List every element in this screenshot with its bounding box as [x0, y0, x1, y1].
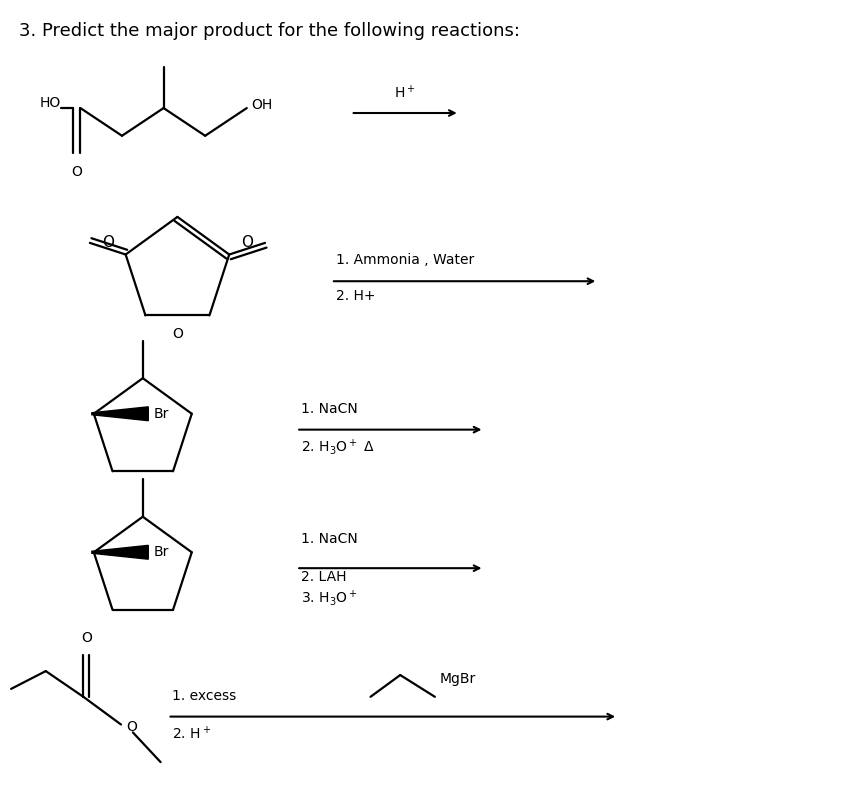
Text: O: O — [172, 328, 182, 341]
Text: 2. H+: 2. H+ — [335, 289, 375, 303]
Text: Br: Br — [153, 546, 169, 559]
Text: 1. Ammonia , Water: 1. Ammonia , Water — [335, 254, 473, 267]
Text: 2. H$_3$O$^+$ Δ: 2. H$_3$O$^+$ Δ — [300, 438, 375, 458]
Polygon shape — [92, 546, 148, 559]
Text: O: O — [101, 236, 114, 251]
Text: 3. Predict the major product for the following reactions:: 3. Predict the major product for the fol… — [19, 22, 519, 40]
Text: 1. excess: 1. excess — [172, 689, 236, 703]
Text: O: O — [126, 721, 137, 734]
Text: O: O — [81, 631, 92, 646]
Text: 2. LAH: 2. LAH — [300, 570, 346, 584]
Text: Br: Br — [153, 407, 169, 421]
Text: H$^+$: H$^+$ — [394, 84, 415, 102]
Text: 2. H$^+$: 2. H$^+$ — [172, 725, 211, 741]
Text: O: O — [241, 236, 253, 251]
Polygon shape — [92, 407, 148, 420]
Text: O: O — [71, 166, 82, 179]
Text: MgBr: MgBr — [440, 672, 475, 686]
Text: 1. NaCN: 1. NaCN — [300, 402, 358, 416]
Text: OH: OH — [252, 98, 273, 112]
Text: 1. NaCN: 1. NaCN — [300, 532, 358, 546]
Text: HO: HO — [40, 96, 61, 110]
Text: 3. H$_3$O$^+$: 3. H$_3$O$^+$ — [300, 588, 358, 607]
